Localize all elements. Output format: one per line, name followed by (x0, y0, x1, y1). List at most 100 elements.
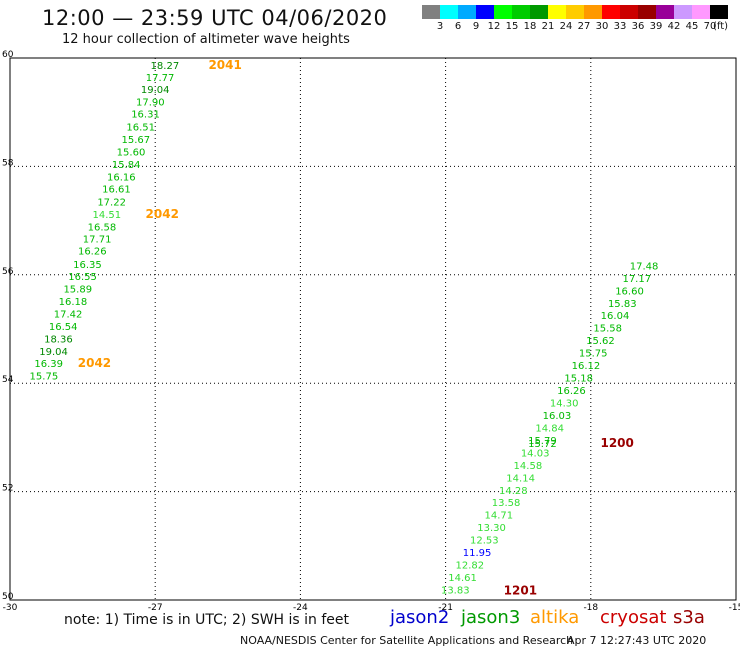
legend-swatch (584, 5, 602, 19)
satellite-jason3: jason3 (461, 607, 521, 628)
swh-label: 16.51 (126, 123, 155, 134)
swh-label: 16.18 (59, 297, 88, 308)
swh-label: 16.26 (557, 386, 586, 397)
swh-label: 12.53 (470, 536, 499, 547)
legend-label: 9 (472, 21, 480, 32)
time-label: 1201 (504, 584, 537, 598)
legend-swatch (458, 5, 476, 19)
lat-tick-label: 56 (2, 267, 14, 277)
swh-label: 16.54 (49, 322, 78, 333)
swh-label: 16.26 (78, 247, 107, 258)
color-scale-labels: 3 6 9 12 15 18 21 24 27 30 33 36 39 42 45 70 (430, 21, 730, 33)
lon-tick-label: -15 (729, 603, 740, 613)
swh-label: 15.89 (63, 285, 92, 296)
swh-label: 16.12 (572, 361, 601, 372)
swh-label: 15.67 (122, 135, 151, 146)
legend-label: 70 (703, 21, 717, 32)
time-label: 2042 (146, 207, 179, 221)
legend-swatch (710, 5, 728, 19)
legend-label: 30 (595, 21, 609, 32)
swh-label: 19.04 (141, 85, 170, 96)
swh-label: 16.39 (34, 359, 63, 370)
swh-label: 17.77 (146, 73, 175, 84)
swh-label: 16.31 (131, 110, 160, 121)
swh-label: 19.04 (39, 347, 68, 358)
legend-swatch (476, 5, 494, 19)
time-label: 2042 (78, 356, 111, 370)
swh-label: 14.14 (506, 473, 535, 484)
lat-tick-label: 52 (2, 484, 13, 494)
swh-label: 15.84 (112, 160, 141, 171)
swh-label: 16.35 (73, 260, 102, 271)
swh-label: 11.95 (463, 548, 492, 559)
lat-tick-label: 50 (2, 592, 14, 602)
legend-swatch (512, 5, 530, 19)
legend-label: 33 (613, 21, 627, 32)
time-label: 2041 (208, 58, 241, 72)
legend-swatch (674, 5, 692, 19)
swh-label: 16.55 (68, 272, 97, 283)
swh-label: 17.42 (54, 310, 83, 321)
swh-label: 16.60 (615, 286, 644, 297)
swh-label: 15.75 (579, 349, 608, 360)
swh-label: 15.58 (593, 324, 622, 335)
legend-label: 3 (436, 21, 444, 32)
swh-label: 17.71 (83, 234, 112, 245)
swh-label: 13.83 (441, 585, 470, 596)
legend-label: 42 (667, 21, 681, 32)
lon-tick-label: -27 (148, 603, 163, 613)
swh-label: 14.30 (550, 399, 579, 410)
legend-label: 39 (649, 21, 663, 32)
legend-swatch (620, 5, 638, 19)
legend-swatch (656, 5, 674, 19)
lon-tick-label: -24 (293, 603, 308, 613)
legend-label: 36 (631, 21, 645, 32)
swh-label: 16.58 (88, 222, 117, 233)
satellite-cryosat: cryosat (600, 607, 667, 628)
footer-note: note: 1) Time is in UTC; 2) SWH is in fe… (64, 612, 350, 628)
satellite-altika: altika (530, 607, 580, 628)
swh-label: 14.61 (448, 573, 477, 584)
swh-label: 14.58 (514, 461, 543, 472)
swh-label: 18.36 (44, 335, 73, 346)
swh-label: 14.28 (499, 486, 528, 497)
legend-swatch (638, 5, 656, 19)
legend-swatch (422, 5, 440, 19)
swh-label: 14.71 (485, 511, 514, 522)
swh-label: 17.48 (630, 261, 659, 272)
lat-tick-label: 54 (2, 375, 14, 385)
swh-label: 17.17 (622, 274, 651, 285)
legend-swatch (530, 5, 548, 19)
legend-label: 12 (487, 21, 501, 32)
legend-label: 15 (505, 21, 519, 32)
swh-label: 13.58 (492, 498, 521, 509)
color-scale-legend (422, 5, 728, 19)
swh-label: 15.18 (564, 374, 593, 385)
legend-swatch (602, 5, 620, 19)
swh-label: 12.82 (455, 561, 484, 572)
lat-tick-label: 58 (2, 158, 14, 168)
swh-label: 14.84 (535, 423, 564, 434)
swh-label: 17.90 (136, 98, 165, 109)
swh-label: 13.30 (477, 523, 506, 534)
legend-label: 45 (685, 21, 699, 32)
lon-tick-label: -18 (583, 603, 598, 613)
swh-label: 17.22 (97, 197, 126, 208)
time-label: 1200 (600, 436, 633, 450)
page-title: 12:00 — 23:59 UTC 04/06/2020 (42, 6, 388, 30)
credit-line: NOAA/NESDIS Center for Satellite Applica… (240, 634, 574, 647)
swh-label: 15.60 (117, 148, 146, 159)
swh-label: 15.83 (608, 299, 637, 310)
legend-label: 24 (559, 21, 573, 32)
legend-swatch (692, 5, 710, 19)
satellite-jason2: jason2 (390, 607, 450, 628)
swh-label: 15.62 (586, 336, 615, 347)
legend-label: 21 (541, 21, 555, 32)
legend-swatch (494, 5, 512, 19)
legend-label: 18 (523, 21, 537, 32)
swh-label: 16.61 (102, 184, 131, 195)
swh-label: 16.16 (107, 172, 136, 183)
page-subtitle: 12 hour collection of altimeter wave hei… (62, 32, 350, 47)
lon-tick-label: -21 (438, 603, 453, 613)
